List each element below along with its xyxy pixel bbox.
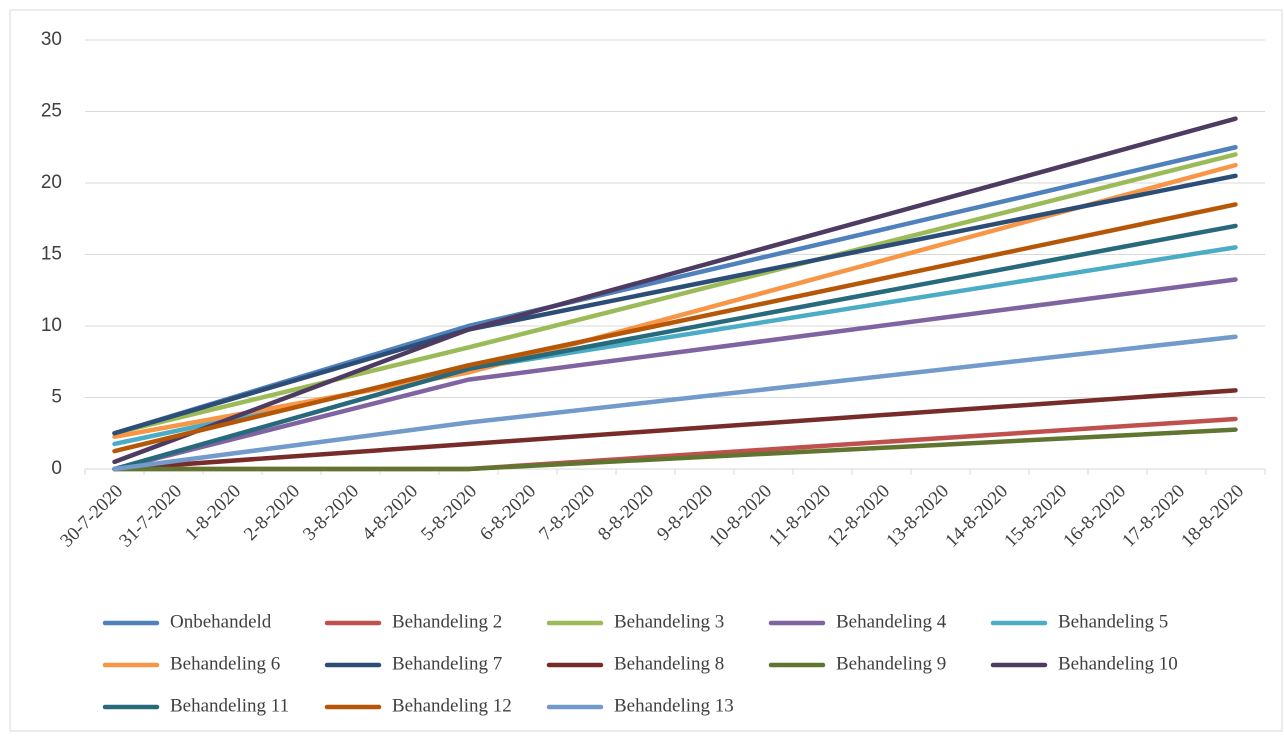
legend-label: Behandeling 10 [1058, 653, 1178, 674]
legend-label: Behandeling 4 [836, 611, 947, 632]
series-line [112, 116, 1238, 465]
legend-label: Behandeling 11 [170, 695, 289, 716]
series-line [112, 334, 1238, 472]
legend-label: Behandeling 8 [614, 653, 724, 674]
series-line [112, 202, 1238, 454]
legend-label: Behandeling 12 [392, 695, 512, 716]
legend-label: Behandeling 2 [392, 611, 502, 632]
series-line [112, 152, 1238, 436]
y-tick-label: 20 [41, 172, 62, 193]
y-tick-label: 15 [41, 244, 62, 265]
y-tick-label: 5 [51, 387, 62, 408]
legend-label: Behandeling 13 [614, 695, 734, 716]
legend-label: Behandeling 3 [614, 611, 724, 632]
y-tick-label: 0 [51, 458, 62, 479]
series-line [112, 388, 1238, 472]
legend-label: Behandeling 5 [1058, 611, 1168, 632]
y-tick-label: 30 [41, 29, 62, 50]
series-line [112, 427, 1238, 472]
chart-border [9, 9, 1283, 732]
series-line [112, 277, 1238, 472]
y-tick-label: 10 [41, 315, 62, 336]
legend-label: Behandeling 9 [836, 653, 946, 674]
series-line [112, 223, 1238, 472]
y-tick-label: 25 [41, 101, 62, 122]
legend-label: Behandeling 7 [392, 653, 502, 674]
legend-label: Onbehandeld [170, 611, 272, 632]
legend-label: Behandeling 6 [170, 653, 280, 674]
